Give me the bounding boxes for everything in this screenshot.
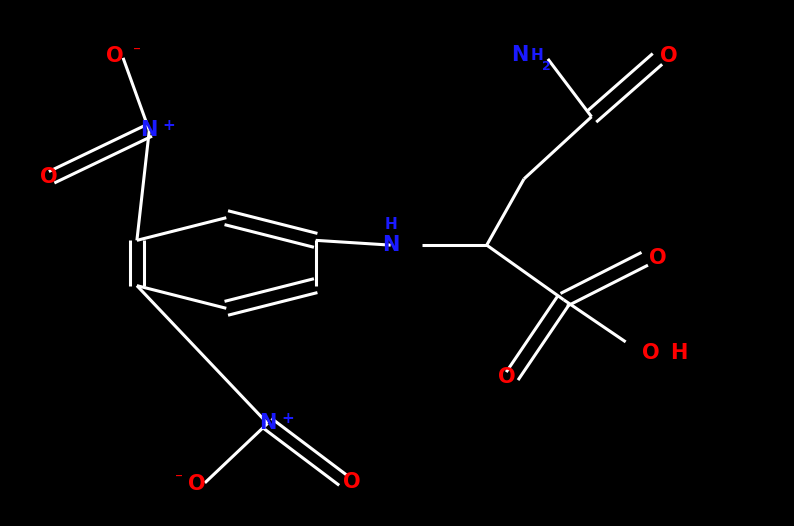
Text: +: + — [163, 118, 175, 133]
Text: N: N — [259, 413, 276, 433]
Text: H: H — [530, 48, 543, 63]
Text: O: O — [642, 343, 660, 363]
Text: H: H — [384, 217, 397, 232]
Text: O: O — [106, 46, 124, 66]
Text: N: N — [511, 45, 529, 65]
Text: O: O — [660, 46, 677, 66]
Text: H: H — [670, 343, 688, 363]
Text: 2: 2 — [542, 60, 551, 74]
Text: +: + — [281, 411, 294, 426]
Text: O: O — [40, 167, 58, 187]
Text: N: N — [141, 120, 158, 140]
Text: O: O — [498, 367, 515, 387]
Text: O: O — [188, 474, 206, 494]
Text: ⁻: ⁻ — [133, 45, 141, 60]
Text: O: O — [343, 472, 360, 492]
Text: N: N — [382, 235, 399, 255]
Text: ⁻: ⁻ — [175, 472, 183, 487]
Text: O: O — [649, 248, 666, 268]
